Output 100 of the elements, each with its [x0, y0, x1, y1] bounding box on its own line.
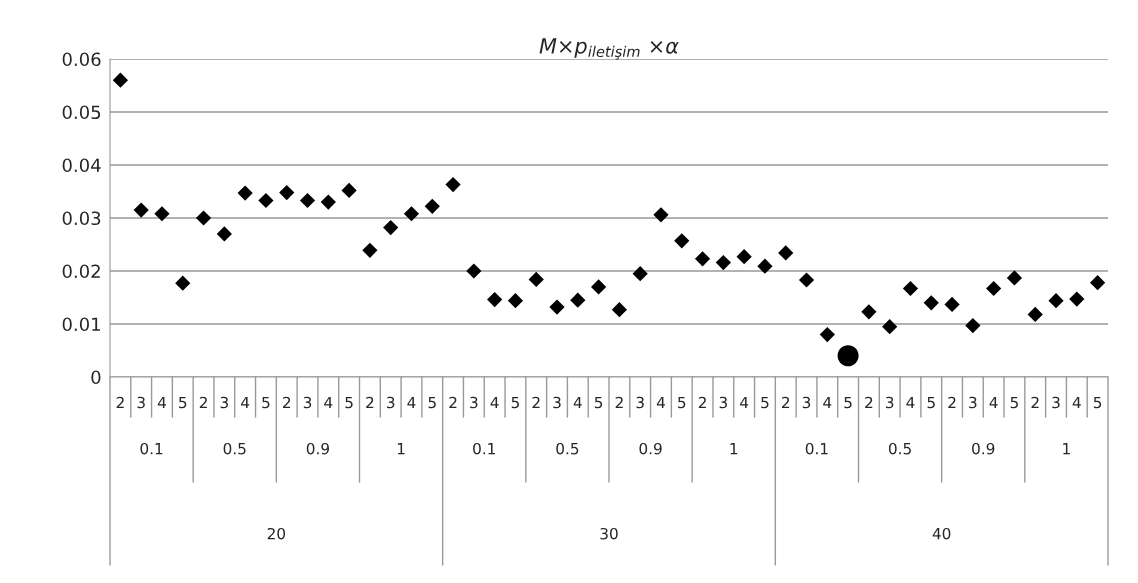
point	[694, 251, 711, 267]
point	[175, 275, 191, 291]
point	[528, 271, 544, 288]
x-tick-label: 4	[989, 396, 998, 409]
point	[653, 207, 669, 223]
x-tick-label: 3	[885, 396, 894, 409]
point	[778, 245, 794, 261]
point	[279, 184, 295, 201]
x-tick-label: 3	[719, 396, 727, 409]
point	[487, 292, 503, 308]
x-tick-label: 2	[948, 396, 956, 409]
point	[611, 302, 627, 318]
point	[216, 226, 232, 242]
point	[341, 182, 357, 199]
point	[944, 296, 960, 312]
x-tick-label: 5	[1093, 396, 1102, 409]
point	[1027, 306, 1043, 323]
text: 40	[932, 527, 951, 540]
text: 1	[1063, 443, 1070, 455]
x-tick-label: 2	[615, 396, 623, 409]
point	[320, 194, 336, 210]
point	[736, 249, 752, 265]
text: 0.9	[972, 442, 995, 455]
text: 0.1	[805, 442, 828, 455]
text: 0.5	[556, 442, 579, 455]
x-tick-label: 4	[407, 396, 416, 409]
y-tick-label: 0	[91, 370, 101, 385]
y-tick-label: 0.03	[62, 211, 101, 226]
y-tick-label: 0.02	[62, 264, 100, 279]
point	[632, 266, 648, 282]
text: 30	[600, 527, 618, 540]
point	[674, 233, 690, 249]
x-tick-label: 2	[116, 396, 124, 409]
x-tick-label: 4	[324, 396, 333, 409]
point	[1069, 291, 1085, 307]
x-tick-label: 5	[262, 396, 270, 409]
x-tick-label: 5	[511, 396, 519, 409]
x-tick-label: 3	[1052, 396, 1060, 409]
text: 20	[267, 527, 286, 540]
point	[362, 242, 378, 258]
x-tick-label: 4	[740, 396, 749, 409]
point	[299, 192, 316, 209]
point	[112, 72, 128, 88]
x-tick-label: 3	[303, 396, 312, 409]
x-tick-label: 4	[490, 396, 499, 409]
x-tick-label: 2	[1031, 396, 1039, 409]
y-tick-label: 0.01	[62, 317, 100, 332]
chart-title: M×p$_{iletişim}$ ×α	[539, 38, 679, 60]
x-tick-label: 5	[678, 396, 686, 409]
text: 0.9	[639, 442, 662, 455]
text: 1	[397, 443, 405, 455]
x-tick-label: 2	[532, 396, 540, 409]
x-tick-label: 3	[220, 396, 228, 409]
point	[861, 304, 877, 320]
point	[403, 206, 420, 222]
x-tick-label: 5	[345, 396, 353, 409]
x-tick-label: 2	[199, 396, 207, 409]
point	[757, 258, 773, 274]
point	[549, 299, 565, 315]
point	[819, 326, 835, 343]
point	[195, 210, 212, 226]
x-tick-label: 3	[470, 396, 478, 409]
x-tick-label: 2	[282, 396, 291, 409]
point	[591, 279, 607, 295]
point	[715, 254, 731, 271]
point	[466, 263, 482, 279]
x-tick-label: 2	[698, 396, 706, 409]
x-tick-label: 2	[865, 396, 873, 409]
x-tick-label: 3	[137, 396, 145, 409]
text: 0.5	[888, 442, 911, 455]
point	[383, 219, 399, 236]
x-tick-label: 5	[1010, 396, 1018, 409]
point	[882, 319, 898, 335]
point	[1090, 275, 1106, 291]
y-tick-label: 0.04	[62, 158, 101, 173]
point	[902, 280, 919, 297]
point	[507, 293, 524, 309]
x-tick-label: 2	[366, 396, 374, 409]
y-tick-label: 0.05	[62, 105, 101, 120]
x-tick-label: 5	[594, 396, 603, 409]
x-tick-label: 3	[386, 396, 395, 409]
point	[445, 177, 461, 193]
x-tick-label: 5	[844, 396, 852, 409]
x-tick-label: 4	[241, 396, 250, 409]
x-tick-label: 3	[636, 396, 644, 409]
x-tick-label: 4	[157, 396, 166, 409]
x-tick-label: 5	[761, 396, 769, 409]
point	[237, 185, 253, 201]
x-tick-label: 4	[656, 396, 665, 409]
point	[798, 272, 815, 288]
point	[965, 317, 981, 334]
point	[1048, 293, 1064, 309]
x-tick-label: 2	[781, 396, 790, 409]
text: 0.9	[306, 442, 329, 455]
text: 0.1	[473, 442, 495, 455]
x-tick-label: 5	[428, 396, 436, 409]
x-tick-label: 5	[179, 396, 187, 409]
point	[424, 198, 440, 214]
text: 0.5	[223, 442, 246, 455]
point	[258, 192, 274, 209]
